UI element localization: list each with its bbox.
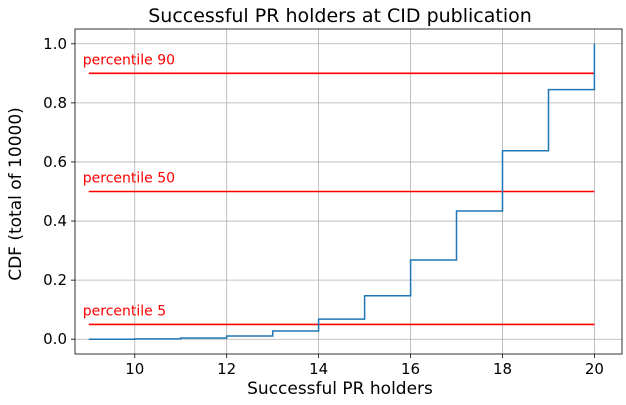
x-tick-label: 10 [125,360,144,378]
percentile-reference-lines [88,72,595,326]
y-axis-ticks: 0.0 0.2 0.4 0.6 0.8 1.0 [43,35,75,348]
x-tick-label: 20 [585,360,604,378]
y-tick-label: 0.8 [43,94,67,112]
cdf-step-line [88,43,596,340]
y-tick-label: 0.6 [43,153,67,171]
y-tick-label: 0.2 [43,271,67,289]
x-axis-ticks: 10 12 14 16 18 20 [125,354,604,378]
y-tick-label: 1.0 [43,35,67,53]
percentile-label: percentile 90 [83,52,175,68]
x-tick-label: 18 [493,360,512,378]
cdf-series [88,43,596,340]
percentile-annotations: percentile 90 percentile 50 percentile 5 [83,52,175,319]
plot-frame [74,28,623,355]
y-tick-label: 0.4 [43,212,67,230]
x-axis-label: Successful PR holders [247,379,433,399]
x-tick-label: 14 [309,360,328,378]
percentile-label: percentile 50 [83,171,175,187]
y-tick-label: 0.0 [43,330,67,348]
x-tick-label: 16 [401,360,420,378]
y-axis-label: CDF (total of 10000) [6,107,26,281]
percentile-label: percentile 5 [83,303,166,319]
chart-title: Successful PR holders at CID publication [148,5,532,27]
x-tick-label: 12 [217,360,236,378]
